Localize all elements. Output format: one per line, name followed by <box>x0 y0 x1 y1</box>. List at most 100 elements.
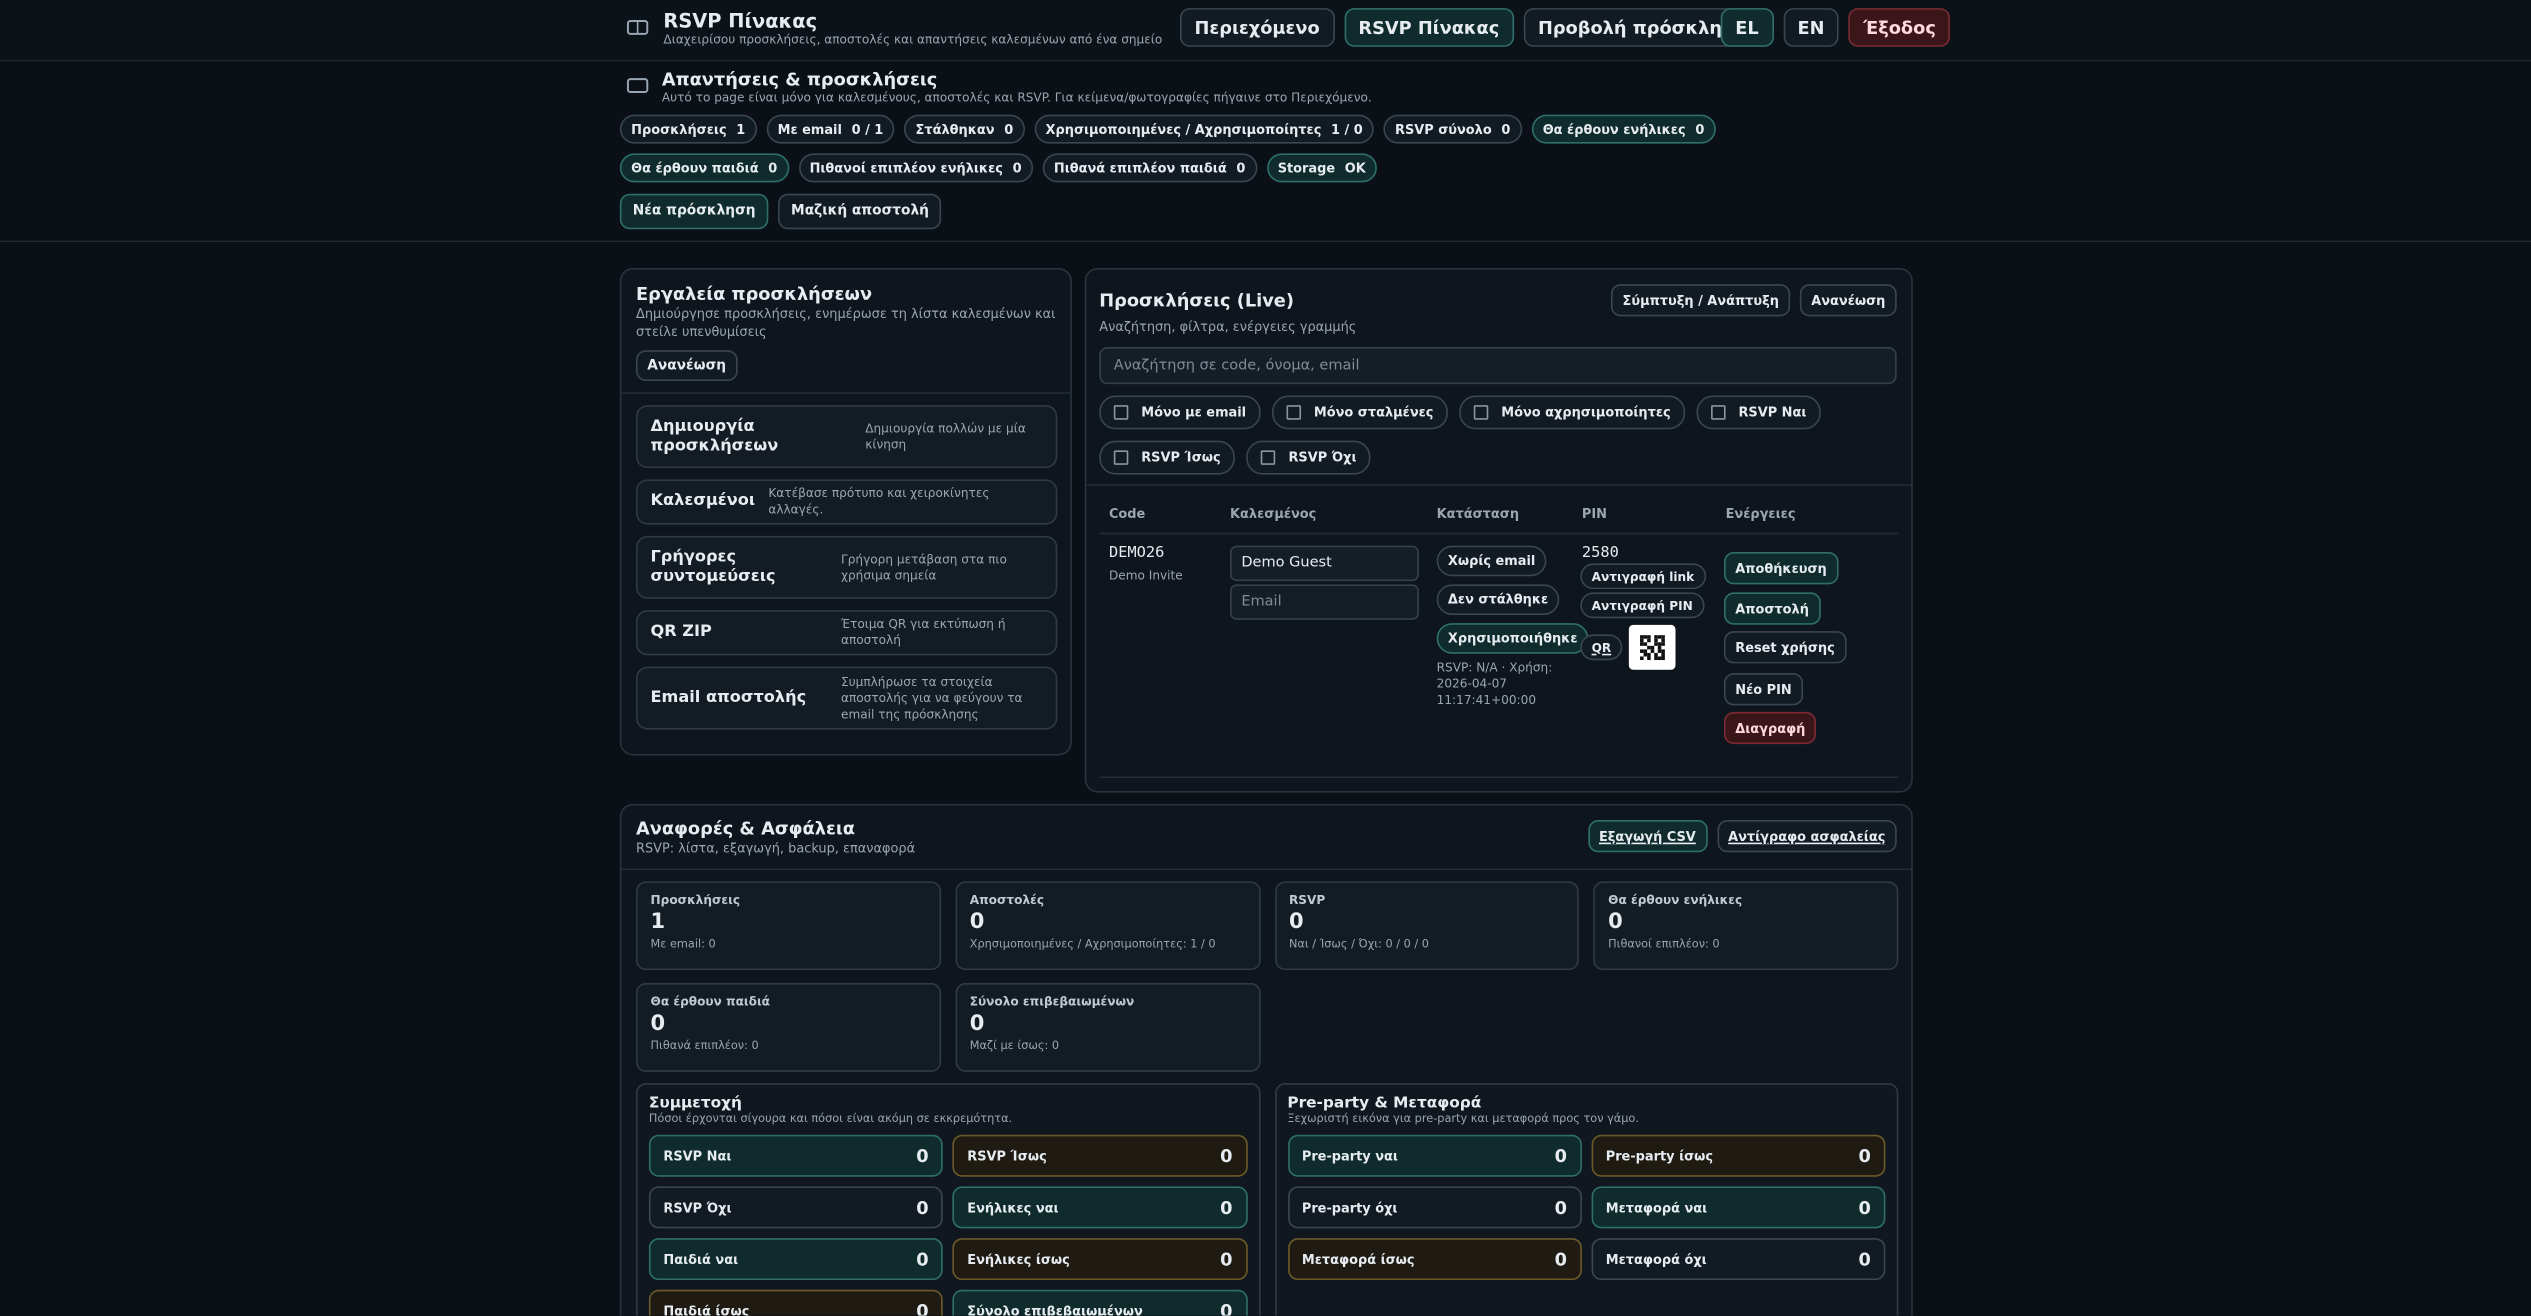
row-action[interactable]: Διαγραφή <box>1723 711 1817 745</box>
panel-button[interactable]: Ανανέωση <box>1799 284 1897 317</box>
card-value: 0 <box>650 1012 666 1037</box>
metric-label: Σύνολο επιβεβαιωμένων <box>967 1303 1143 1316</box>
card-note: Πιθανοί επιπλέον: 0 <box>1608 937 1720 951</box>
qr-link[interactable]: QR <box>1580 634 1623 661</box>
card-value: 0 <box>1608 910 1623 935</box>
checkbox <box>1286 405 1301 420</box>
card-value: 0 <box>969 1012 985 1037</box>
filter-chip[interactable]: RSVP Όχι <box>1246 440 1372 475</box>
divider <box>1086 484 1912 486</box>
checkbox <box>1473 405 1489 420</box>
tool-title: Email αποστολής <box>650 688 807 707</box>
metric-value: 0 <box>916 1248 929 1270</box>
filter-chip[interactable]: RSVP Ίσως <box>1099 440 1236 475</box>
stat-value: OK <box>1344 160 1366 176</box>
filter-chip[interactable]: Μόνο με email <box>1099 395 1261 430</box>
lang-switch: EL EN Έξοδος <box>1720 8 1951 47</box>
tool-item[interactable]: Γρήγορες συντομεύσεις Γρήγορη μετάβαση στ… <box>635 535 1058 599</box>
report-groups: Συμμετοχή Πόσοι έρχονται σίγουρα και πόσο… <box>635 1083 1899 1316</box>
logo-icon <box>626 20 649 35</box>
tool-item[interactable]: Καλεσμένοι Κατέβασε πρότυπο και χειροκίνη… <box>635 479 1058 525</box>
metric: RSVP Όχι 0 <box>648 1186 944 1229</box>
filter-chip[interactable]: RSVP Ναι <box>1696 395 1821 430</box>
report-button[interactable]: Εξαγωγή CSV <box>1587 820 1708 853</box>
tool-item[interactable]: Δημιουργία προσκλήσεων Δημιουργία πολλών … <box>635 405 1058 469</box>
section-actions: Νέα πρόσκληση Μαζική αποστολή <box>619 193 942 230</box>
refresh-button[interactable]: Ανανέωση <box>635 350 738 381</box>
tool-desc: Συμπλήρωσε τα στοιχεία αποστολής για να … <box>840 673 1023 721</box>
column-header: Ενέργειες <box>1725 506 1796 522</box>
stats: Προσκλήσεις 1 Με email 0 / 1 Στάλθηκαν 0 Χρησι… <box>619 114 1750 183</box>
row-action[interactable]: Νέο PIN <box>1723 673 1804 706</box>
lang-button[interactable]: EN <box>1782 8 1840 47</box>
app-title: RSVP Πίνακας <box>663 9 818 33</box>
stat-value: 0 / 1 <box>851 121 884 137</box>
report-card: Σύνολο επιβεβαιωμένων 0 Μαζί με ίσως: 0 <box>955 983 1260 1072</box>
filter-label: Μόνο αχρησιμοποίητες <box>1501 405 1671 420</box>
metric-value: 0 <box>916 1196 929 1218</box>
stat-chip: Στάλθηκαν 0 <box>904 114 1025 144</box>
email-input[interactable]: Email <box>1230 584 1419 620</box>
nav-button[interactable]: RSVP Πίνακας <box>1343 8 1514 47</box>
tools-subtitle: Δημιούργησε προσκλήσεις, ενημέρωσε τη λί… <box>635 306 1056 339</box>
metric-value: 0 <box>916 1300 929 1316</box>
filter-label: RSVP Ίσως <box>1141 450 1221 465</box>
pin-button[interactable]: Αντιγραφή PIN <box>1580 592 1705 619</box>
stat-chip: Προσκλήσεις 1 <box>619 114 757 144</box>
checkbox <box>1261 450 1276 465</box>
tool-list: Δημιουργία προσκλήσεων Δημιουργία πολλών … <box>635 405 1058 730</box>
filter-chip[interactable]: Μόνο αχρησιμοποίητες <box>1459 395 1686 430</box>
lang-button[interactable]: EL <box>1720 8 1774 47</box>
report-group: Συμμετοχή Πόσοι έρχονται σίγουρα και πόσο… <box>635 1083 1260 1316</box>
metric-label: RSVP Ίσως <box>967 1148 1047 1164</box>
nav-button[interactable]: Περιεχόμενο <box>1179 8 1335 47</box>
metric-value: 0 <box>1220 1300 1233 1316</box>
stat-label: Θα έρθουν παιδιά <box>631 160 759 176</box>
stat-value: 0 <box>768 160 778 176</box>
report-card: RSVP 0 Ναι / Ίσως / Όχι: 0 / 0 / 0 <box>1274 881 1580 971</box>
reports-title: Αναφορές & Ασφάλεια <box>635 818 855 840</box>
filter-chip[interactable]: Μόνο σταλμένες <box>1271 395 1449 430</box>
metric: Pre-party ναι 0 <box>1287 1134 1582 1177</box>
name-input[interactable]: Demo Guest <box>1230 545 1419 582</box>
search-input[interactable]: Αναζήτηση σε code, όνομα, email <box>1099 347 1897 385</box>
report-card: Αποστολές 0 Χρησιμοποιημένες / Αχρησιμοποί… <box>955 881 1260 971</box>
card-label: Σύνολο επιβεβαιωμένων <box>969 994 1135 1009</box>
stat-chip: Χρησιμοποιημένες / Αχρησιμοποίητες 1 / 0 <box>1034 114 1375 144</box>
report-button[interactable]: Αντίγραφο ασφαλείας <box>1716 820 1897 853</box>
stat-value: 0 <box>1236 160 1246 176</box>
report-card: Θα έρθουν παιδιά 0 Πιθανά επιπλέον: 0 <box>635 983 941 1072</box>
row-action[interactable]: Αποστολή <box>1723 592 1821 625</box>
filters: Μόνο με email Μόνο σταλμένες Μόνο αχρησιμο… <box>1099 395 1900 475</box>
metric: Σύνολο επιβεβαιωμένων 0 <box>952 1289 1247 1316</box>
stat-chip: Πιθανά επιπλέον παιδιά 0 <box>1042 153 1257 183</box>
invite-code: DEMO26 <box>1108 543 1165 562</box>
card-label: RSVP <box>1288 892 1326 908</box>
action-button[interactable]: Μαζική αποστολή <box>778 193 942 230</box>
tools-panel: Εργαλεία προσκλήσεων Δημιούργησε προσκλή… <box>619 267 1072 756</box>
tool-item[interactable]: QR ZIP Έτοιμα QR για εκτύπωση ή αποστολή <box>635 610 1058 656</box>
column-header: Κατάσταση <box>1436 506 1520 522</box>
group-items: RSVP Ναι 0 RSVP Ίσως 0 RSVP Όχι 0 Ενήλικες ναι… <box>648 1134 1247 1316</box>
row-action[interactable]: Αποθήκευση <box>1723 552 1839 585</box>
usage-meta: RSVP: N/A · Χρήση: 2026-04-07 11:17:41+0… <box>1436 660 1553 708</box>
panel-button[interactable]: Σύμπτυξη / Ανάπτυξη <box>1611 284 1791 317</box>
card-label: Θα έρθουν ενήλικες <box>1608 892 1743 908</box>
pin-button[interactable]: Αντιγραφή link <box>1580 563 1706 590</box>
tool-item[interactable]: Email αποστολής Συμπλήρωσε τα στοιχεία απ… <box>635 666 1058 730</box>
metric: Μεταφορά όχι 0 <box>1591 1238 1886 1281</box>
logout-button[interactable]: Έξοδος <box>1848 8 1951 47</box>
metric-value: 0 <box>1554 1248 1567 1270</box>
invites-panel: Προσκλήσεις (Live) Αναζήτηση, φίλτρα, εν… <box>1084 267 1913 793</box>
metric: Μεταφορά ναι 0 <box>1591 1186 1886 1229</box>
row-action[interactable]: Reset χρήσης <box>1723 631 1847 664</box>
metric: Pre-party όχι 0 <box>1287 1186 1582 1229</box>
invites-title: Προσκλήσεις (Live) <box>1099 290 1294 312</box>
status-pill: Δεν στάλθηκε <box>1436 584 1560 616</box>
divider <box>621 392 1071 394</box>
action-button[interactable]: Νέα πρόσκληση <box>619 193 769 230</box>
divider <box>0 240 2531 243</box>
report-card: Θα έρθουν ενήλικες 0 Πιθανοί επιπλέον: 0 <box>1593 881 1899 971</box>
group-items: Pre-party ναι 0 Pre-party ίσως 0 Pre-party ό… <box>1287 1134 1886 1281</box>
metric-value: 0 <box>1858 1196 1871 1218</box>
